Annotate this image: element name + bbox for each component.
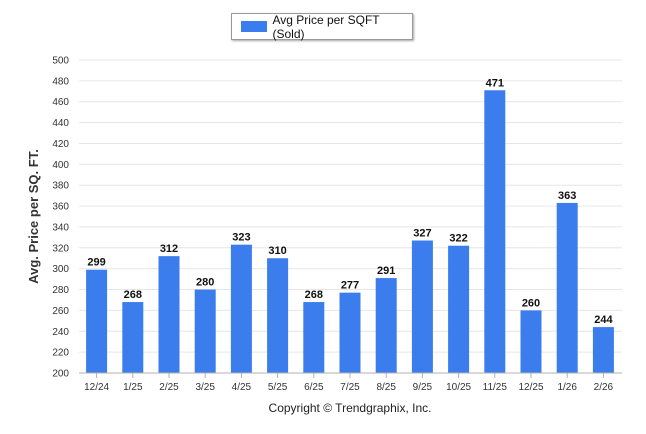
data-label: 244 xyxy=(594,314,613,326)
bar xyxy=(158,256,180,373)
data-label: 322 xyxy=(449,233,467,245)
x-tick-label: 8/25 xyxy=(376,382,396,393)
y-tick-label: 200 xyxy=(52,369,69,380)
bar xyxy=(484,90,506,374)
y-axis-title: Avg. Price per SQ. FT. xyxy=(26,149,41,284)
data-label: 291 xyxy=(377,265,395,277)
legend: Avg Price per SQFT (Sold) xyxy=(231,12,413,41)
data-label: 327 xyxy=(413,227,431,239)
bars xyxy=(86,90,614,374)
x-tick-label: 12/25 xyxy=(518,382,543,393)
x-tick-label: 1/25 xyxy=(123,382,143,393)
data-label: 268 xyxy=(124,289,142,301)
data-label: 260 xyxy=(522,297,540,309)
bar xyxy=(339,292,361,373)
y-tick-label: 360 xyxy=(52,202,69,213)
y-tick-label: 260 xyxy=(52,306,69,317)
x-axis-ticks: 12/24 1/25 2/25 3/25 4/25 5/25 6/25 7/25 8/25 9/2… xyxy=(84,373,614,393)
x-tick-label: 5/25 xyxy=(268,382,288,393)
y-tick-label: 340 xyxy=(52,222,69,233)
y-axis-ticks: 200 220 240 260 280 300 320 340 360 380 400 420 440 4… xyxy=(52,56,69,380)
y-tick-label: 240 xyxy=(52,327,69,338)
x-tick-label: 12/24 xyxy=(84,382,109,393)
bar xyxy=(556,202,578,373)
bar xyxy=(520,310,542,373)
bar xyxy=(122,302,144,373)
y-tick-label: 300 xyxy=(52,264,69,275)
bar xyxy=(592,327,614,373)
x-tick-label: 11/25 xyxy=(483,382,508,393)
data-label: 310 xyxy=(268,245,286,257)
bar xyxy=(375,278,397,373)
data-label: 323 xyxy=(232,232,250,244)
y-tick-label: 460 xyxy=(52,97,69,108)
bar xyxy=(230,244,252,373)
x-tick-label: 1/26 xyxy=(557,382,577,393)
data-labels: 299 268 312 280 323 310 268 277 291 327 322 471 260 3… xyxy=(87,77,613,326)
y-tick-label: 440 xyxy=(52,118,69,129)
data-label: 280 xyxy=(196,277,214,289)
data-label: 363 xyxy=(558,190,576,202)
x-tick-label: 2/25 xyxy=(159,382,179,393)
bar xyxy=(86,269,108,373)
x-tick-label: 4/25 xyxy=(232,382,252,393)
copyright-text: Copyright © Trendgraphix, Inc. xyxy=(268,401,432,415)
x-tick-label: 10/25 xyxy=(446,382,471,393)
data-label: 277 xyxy=(341,280,359,292)
y-tick-label: 400 xyxy=(52,160,69,171)
data-label: 471 xyxy=(486,77,504,89)
y-tick-label: 500 xyxy=(52,56,69,67)
y-tick-label: 480 xyxy=(52,76,69,87)
x-tick-label: 6/25 xyxy=(304,382,324,393)
y-tick-label: 220 xyxy=(52,348,69,359)
bar xyxy=(448,245,470,373)
x-tick-label: 9/25 xyxy=(413,382,433,393)
y-tick-label: 420 xyxy=(52,139,69,150)
y-tick-label: 320 xyxy=(52,243,69,254)
bar xyxy=(194,289,216,373)
x-tick-label: 3/25 xyxy=(195,382,215,393)
x-tick-label: 7/25 xyxy=(340,382,360,393)
x-tick-label: 2/26 xyxy=(594,382,614,393)
bar xyxy=(303,302,325,373)
bar xyxy=(411,240,433,373)
data-label: 312 xyxy=(160,243,178,255)
legend-swatch xyxy=(241,21,268,32)
data-label: 268 xyxy=(305,289,323,301)
data-label: 299 xyxy=(87,257,105,269)
legend-label: Avg Price per SQFT (Sold) xyxy=(272,12,380,41)
bar xyxy=(267,258,289,373)
y-tick-label: 380 xyxy=(52,181,69,192)
y-tick-label: 280 xyxy=(52,285,69,296)
